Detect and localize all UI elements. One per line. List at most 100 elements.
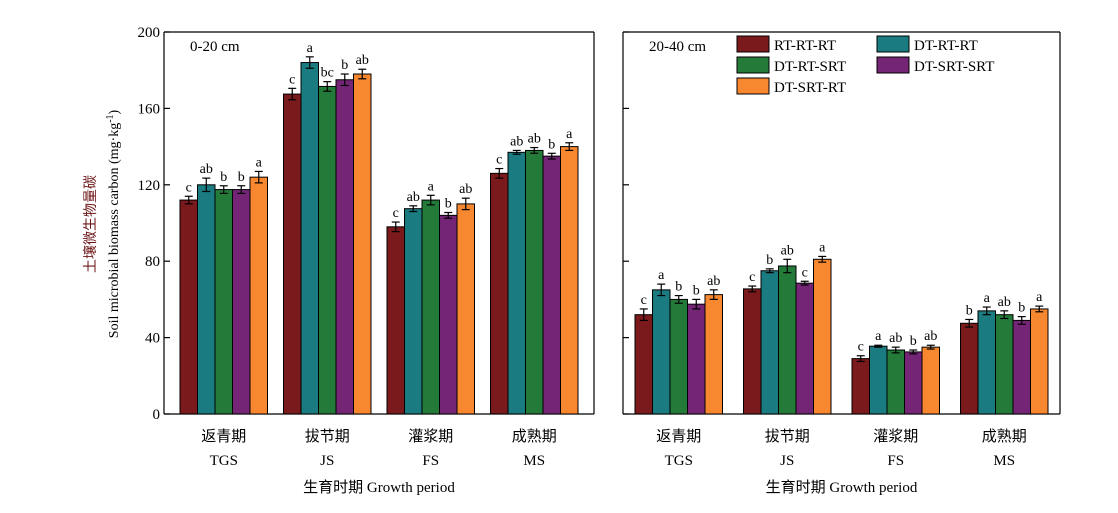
y-tick-label: 160 <box>138 101 161 117</box>
significance-letter: ab <box>510 134 523 149</box>
significance-letter: b <box>966 303 973 318</box>
significance-letter: b <box>341 58 348 73</box>
bar <box>869 345 888 415</box>
significance-letter: b <box>766 253 773 268</box>
significance-letter: c <box>186 180 192 195</box>
bar <box>456 203 475 415</box>
y-axis-label-en-main: Soil microbial biomass carbon (mg·kg <box>107 123 122 338</box>
bar <box>743 288 762 415</box>
legend-label: DT-SRT-SRT <box>914 59 994 75</box>
legend: RT-RT-RT DT-RT-RT DT-RT-SRT DT-SRT-SRT DT-SR… <box>736 35 994 96</box>
bar <box>977 310 996 415</box>
bar <box>795 282 814 415</box>
significance-letter: c <box>802 265 808 280</box>
bar <box>179 199 198 415</box>
bar <box>1030 308 1049 415</box>
legend-label: DT-RT-SRT <box>774 59 846 75</box>
significance-letter: ab <box>459 182 472 197</box>
significance-letter: b <box>548 137 555 152</box>
x-category-label-cn: 返青期 <box>656 428 701 445</box>
x-category-label-en: JS <box>780 453 794 469</box>
bar <box>249 176 268 415</box>
significance-letter: b <box>675 280 682 295</box>
legend-swatch <box>736 35 770 53</box>
significance-letter: c <box>641 293 647 308</box>
significance-letter: ab <box>781 243 794 258</box>
bar <box>778 265 797 415</box>
bar <box>634 314 653 415</box>
bar <box>813 258 832 415</box>
legend-swatch <box>736 77 770 95</box>
bars-layer <box>179 56 1049 415</box>
significance-letter: a <box>984 291 991 306</box>
x-category-label-cn: 成熟期 <box>512 428 557 445</box>
significance-letter: ab <box>200 162 213 177</box>
x-axis-label: 生育时期 Growth period <box>303 479 455 496</box>
significance-letter: a <box>658 268 665 283</box>
x-category-label-cn: 灌浆期 <box>408 427 453 445</box>
x-category-label-en: FS <box>887 453 904 469</box>
significance-letter: a <box>428 179 435 194</box>
bar <box>921 346 940 415</box>
bar <box>490 172 509 415</box>
significance-letter: a <box>307 41 314 56</box>
legend-label: DT-SRT-RT <box>774 80 846 96</box>
significance-letter: ab <box>356 53 369 68</box>
bar <box>507 151 526 415</box>
y-axis-label-en: Soil microbial biomass carbon (mg·kg-1) <box>105 109 122 338</box>
significance-letter: ab <box>924 329 937 344</box>
x-category-label-en: JS <box>320 453 334 469</box>
significance-letter: ab <box>889 331 902 346</box>
panel-depth-label: 20-40 cm <box>649 39 706 55</box>
x-category-label-cn: 灌浆期 <box>873 427 918 445</box>
significance-letter: b <box>445 196 452 211</box>
legend-swatch <box>736 56 770 74</box>
x-category-label-en: MS <box>523 453 545 469</box>
significance-letter: ab <box>407 190 420 205</box>
y-tick-label: 40 <box>145 331 160 347</box>
significance-letter: b <box>910 334 917 349</box>
bar <box>525 149 544 415</box>
significance-letter: c <box>289 72 295 87</box>
bar <box>197 184 216 415</box>
significance-letter: a <box>566 127 573 142</box>
x-category-label-en: MS <box>993 453 1015 469</box>
bar <box>318 85 337 415</box>
bar <box>283 93 302 415</box>
legend-label: RT-RT-RT <box>774 38 836 54</box>
bar <box>687 303 706 415</box>
bar <box>421 199 440 415</box>
significance-letter: c <box>749 270 755 285</box>
x-category-label-cn: 拔节期 <box>765 428 810 445</box>
bar <box>335 79 354 415</box>
panel-depth-label: 0-20 cm <box>190 39 240 55</box>
bar <box>886 349 905 415</box>
y-tick-label: 0 <box>153 407 161 423</box>
bar <box>353 73 372 415</box>
significance-letter: b <box>1018 301 1025 316</box>
significance-letter: ab <box>707 274 720 289</box>
significance-letter: b <box>693 283 700 298</box>
bar <box>704 294 723 415</box>
x-category-label-en: FS <box>422 453 439 469</box>
significance-letter: a <box>1036 290 1043 305</box>
significance-letter: c <box>496 153 502 168</box>
bar <box>386 226 405 415</box>
y-axis-label-en-close: ) <box>107 109 122 114</box>
bar <box>300 62 319 415</box>
bar <box>560 146 579 415</box>
y-tick-label: 80 <box>145 254 160 270</box>
significance-letter: b <box>220 170 227 185</box>
bar <box>232 189 251 415</box>
significance-letter: c <box>858 340 864 355</box>
significance-letter: ab <box>998 295 1011 310</box>
x-category-label-en: TGS <box>210 453 238 469</box>
y-axis-label-cn: 土壤微生物量碳 <box>82 175 99 273</box>
x-category-label-cn: 拔节期 <box>305 428 350 445</box>
significance-letter: a <box>256 155 263 170</box>
bar <box>542 155 561 415</box>
significance-letter: ab <box>528 132 541 147</box>
y-axis-label-en-sup: -1 <box>105 114 116 122</box>
x-category-label-cn: 成熟期 <box>982 428 1027 445</box>
